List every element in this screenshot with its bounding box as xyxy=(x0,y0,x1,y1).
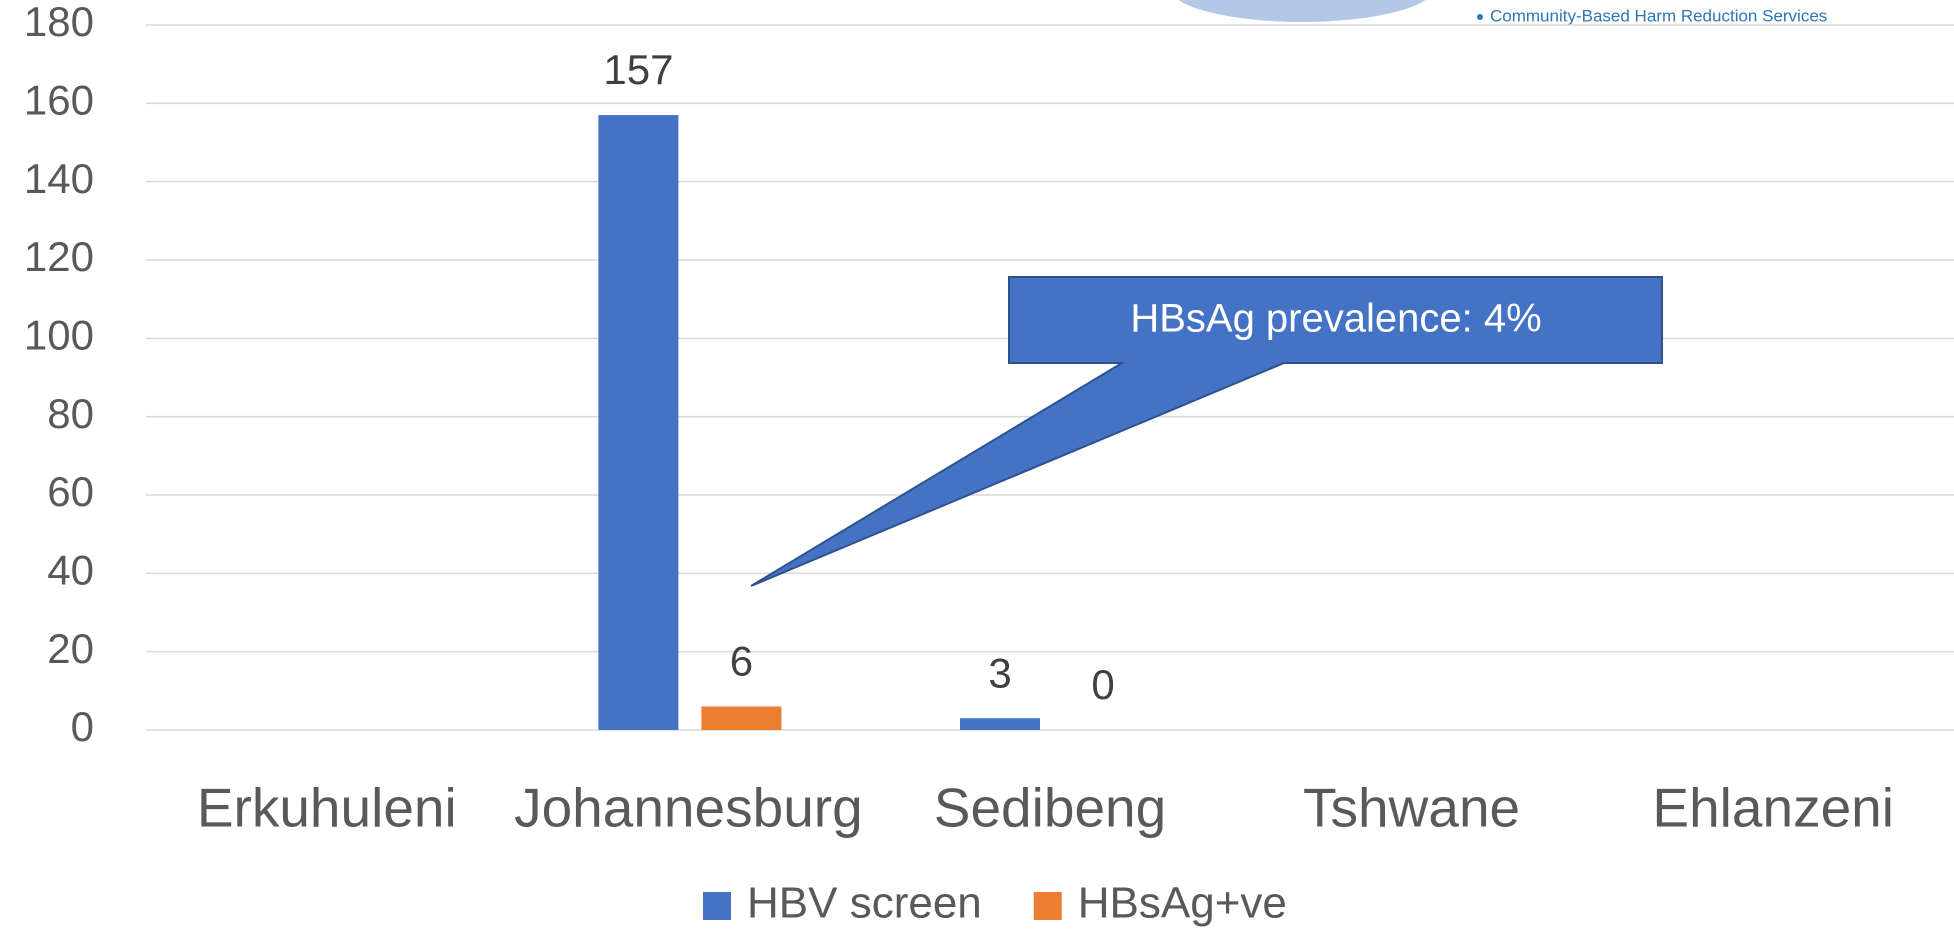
y-tick-label: 40 xyxy=(47,546,94,593)
logo-shape xyxy=(1178,0,1426,22)
y-tick-label: 140 xyxy=(24,155,94,202)
data-label: 0 xyxy=(1091,661,1114,708)
y-tick-label: 80 xyxy=(47,390,94,437)
bar xyxy=(598,115,679,731)
y-tick-label: 20 xyxy=(47,625,94,672)
data-label: 3 xyxy=(988,649,1011,696)
callout xyxy=(750,276,1663,587)
bar xyxy=(960,718,1040,730)
x-tick-label: Sedibeng xyxy=(934,777,1166,839)
header-text: Community-Based Harm Reduction Services xyxy=(1490,6,1827,25)
legend-label: HBsAg+ve xyxy=(1078,879,1287,928)
legend-label: HBV screen xyxy=(747,879,982,928)
data-label: 6 xyxy=(730,638,753,685)
x-tick-label: Erkuhuleni xyxy=(197,777,457,839)
x-tick-label: Tshwane xyxy=(1303,777,1520,839)
y-tick-label: 160 xyxy=(24,76,94,123)
y-tick-label: 60 xyxy=(47,468,94,515)
annotation: HBsAg prevalence: 4% xyxy=(1130,297,1541,341)
legend-swatch xyxy=(703,892,731,920)
legend-swatch xyxy=(1033,892,1062,920)
x-tick-label: Ehlanzeni xyxy=(1652,777,1894,839)
bar xyxy=(701,706,782,730)
data-label: 157 xyxy=(603,46,673,93)
y-tick-label: 100 xyxy=(24,311,94,358)
x-tick-label: Johannesburg xyxy=(514,777,863,839)
y-tick-label: 0 xyxy=(71,703,94,750)
y-tick-label: 120 xyxy=(24,233,94,280)
logo-bullet xyxy=(1477,14,1483,20)
y-tick-label: 180 xyxy=(24,0,94,45)
